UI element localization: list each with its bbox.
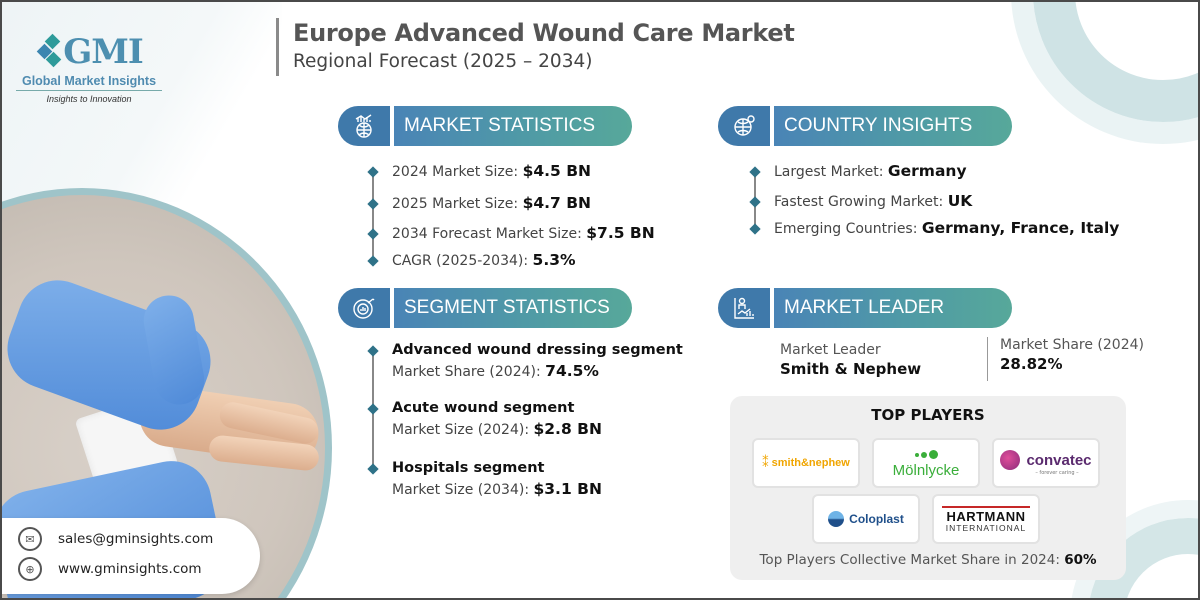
list-item: 2034 Forecast Market Size: $7.5 BN	[367, 224, 655, 251]
dots-icon	[914, 448, 938, 462]
website-link[interactable]: www.gminsights.com	[58, 561, 202, 577]
page-title: Europe Advanced Wound Care Market	[293, 19, 795, 47]
convatec-logo[interactable]: convatec – forever caring –	[992, 438, 1100, 488]
diamond-logo-icon	[35, 33, 62, 70]
market-leader-header: MARKET LEADER	[718, 288, 1012, 328]
website-row[interactable]: ⊕ www.gminsights.com	[18, 554, 260, 584]
coloplast-mark-icon	[828, 511, 845, 527]
logo-mark: GMI	[16, 32, 162, 72]
leader-label: Market Leader	[780, 342, 881, 358]
list-item: Advanced wound dressing segment Market S…	[367, 342, 683, 400]
pie-chart-icon	[338, 288, 390, 328]
share-value: 28.82%	[1000, 355, 1063, 373]
top-players-panel: TOP PLAYERS ⁑ smith&nephew Mölnlycke con…	[730, 396, 1126, 580]
segment-statistics-heading: SEGMENT STATISTICS	[394, 288, 632, 328]
globe-chart-icon	[338, 106, 390, 146]
background-tint	[2, 2, 282, 202]
logo-gmi-text: GMI	[63, 32, 144, 72]
list-item: Largest Market: Germany	[749, 162, 1119, 192]
hartmann-red-bar	[942, 505, 1030, 508]
list-item: Hospitals segment Market Size (2034): $3…	[367, 460, 683, 516]
globe-pin-icon	[718, 106, 770, 146]
page-subtitle: Regional Forecast (2025 – 2034)	[293, 51, 593, 72]
market-leader-heading: MARKET LEADER	[774, 288, 1012, 328]
market-statistics-header: MARKET STATISTICS	[338, 106, 632, 146]
molnlycke-logo[interactable]: Mölnlycke	[872, 438, 980, 488]
list-item: 2025 Market Size: $4.7 BN	[367, 194, 655, 224]
top-players-share: Top Players Collective Market Share in 2…	[759, 552, 1097, 568]
list-item: 2024 Market Size: $4.5 BN	[367, 162, 655, 194]
smith-nephew-logo[interactable]: ⁑ smith&nephew	[752, 438, 860, 488]
market-statistics-heading: MARKET STATISTICS	[394, 106, 632, 146]
decorative-ring-top-right	[1033, 2, 1198, 122]
country-insights-heading: COUNTRY INSIGHTS	[774, 106, 1012, 146]
starburst-icon: ⁑	[762, 455, 769, 471]
hartmann-logo[interactable]: HARTMANN INTERNATIONAL	[932, 494, 1040, 544]
market-share-info: Market Share (2024) 28.82%	[987, 337, 1144, 381]
globe-icon: ⊕	[18, 557, 42, 581]
envelope-icon: ✉	[18, 527, 42, 551]
list-item: CAGR (2025-2034): 5.3%	[367, 251, 655, 277]
top-players-heading: TOP PLAYERS	[871, 406, 985, 424]
convatec-mark-icon	[1000, 450, 1021, 470]
market-statistics-list: 2024 Market Size: $4.5 BN 2025 Market Si…	[367, 162, 655, 277]
segment-statistics-list: Advanced wound dressing segment Market S…	[367, 342, 683, 516]
country-insights-header: COUNTRY INSIGHTS	[718, 106, 1012, 146]
list-item: Fastest Growing Market: UK	[749, 192, 1119, 219]
brand-tagline: Insights to Innovation	[46, 94, 132, 104]
email-row[interactable]: ✉ sales@gminsights.com	[18, 524, 260, 554]
country-insights-list: Largest Market: Germany Fastest Growing …	[749, 162, 1119, 245]
coloplast-logo[interactable]: Coloplast	[812, 494, 920, 544]
market-leader-info: Market Leader Smith & Nephew	[780, 342, 921, 378]
segment-statistics-header: SEGMENT STATISTICS	[338, 288, 632, 328]
leader-chart-icon	[718, 288, 770, 328]
list-item: Acute wound segment Market Size (2024): …	[367, 400, 683, 460]
contact-card: ✉ sales@gminsights.com ⊕ www.gminsights.…	[2, 518, 260, 594]
list-item: Emerging Countries: Germany, France, Ita…	[749, 219, 1119, 245]
share-label: Market Share (2024)	[1000, 337, 1144, 353]
email-link[interactable]: sales@gminsights.com	[58, 531, 214, 547]
gmi-logo[interactable]: GMI Global Market Insights Insights to I…	[16, 32, 162, 104]
leader-value: Smith & Nephew	[780, 360, 922, 378]
title-block: Europe Advanced Wound Care Market Region…	[276, 18, 795, 76]
brand-name: Global Market Insights	[16, 74, 162, 91]
